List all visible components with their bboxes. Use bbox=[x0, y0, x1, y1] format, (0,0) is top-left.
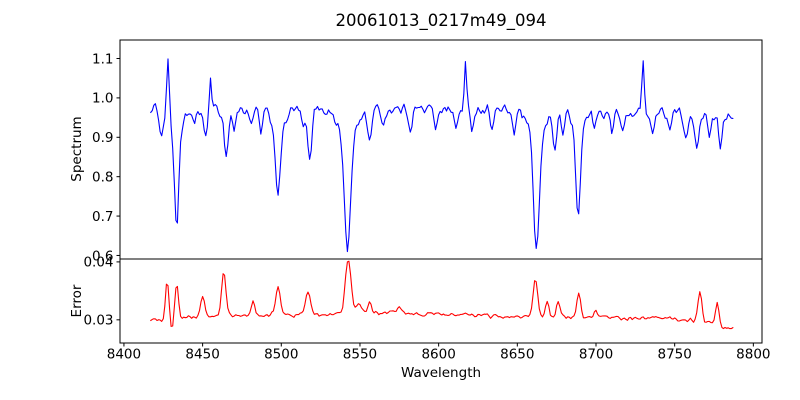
spectrum-y-ticks: 1.1 1.0 0.9 0.8 0.7 0.6 bbox=[92, 51, 120, 264]
x-tick-label: 8500 bbox=[264, 347, 298, 363]
spectrum-frame bbox=[119, 39, 763, 260]
error-y-axis-label: Error bbox=[69, 284, 85, 318]
x-tick-label: 8550 bbox=[343, 347, 377, 363]
y-tick-label: 0.6 bbox=[92, 248, 113, 264]
chart-title: 20061013_0217m49_094 bbox=[335, 11, 547, 30]
error-line bbox=[150, 260, 734, 330]
x-tick-label: 8400 bbox=[107, 347, 141, 363]
x-tick-label: 8650 bbox=[500, 347, 534, 363]
x-axis-label: Wavelength bbox=[400, 365, 482, 381]
error-frame bbox=[119, 258, 763, 344]
y-tick-label: 0.8 bbox=[92, 169, 113, 185]
error-y-ticks: 0.04 0.03 bbox=[83, 255, 120, 329]
x-tick-label: 8700 bbox=[579, 347, 613, 363]
x-tick-label: 8750 bbox=[657, 347, 691, 363]
y-tick-label: 0.9 bbox=[92, 130, 113, 146]
x-ticks: 8400 8450 8500 8550 8600 8650 8700 8750 8800 bbox=[107, 343, 771, 363]
spectrum-line bbox=[150, 58, 734, 253]
x-tick-label: 8800 bbox=[736, 347, 770, 363]
y-tick-label: 1.1 bbox=[92, 51, 113, 67]
y-tick-label: 0.04 bbox=[83, 255, 113, 271]
spectrum-y-axis-label: Spectrum bbox=[69, 116, 85, 182]
y-tick-label: 1.0 bbox=[92, 91, 113, 107]
x-tick-label: 8600 bbox=[421, 347, 455, 363]
x-tick-label: 8450 bbox=[185, 347, 219, 363]
y-tick-label: 0.7 bbox=[92, 209, 113, 225]
y-tick-label: 0.03 bbox=[83, 313, 113, 329]
